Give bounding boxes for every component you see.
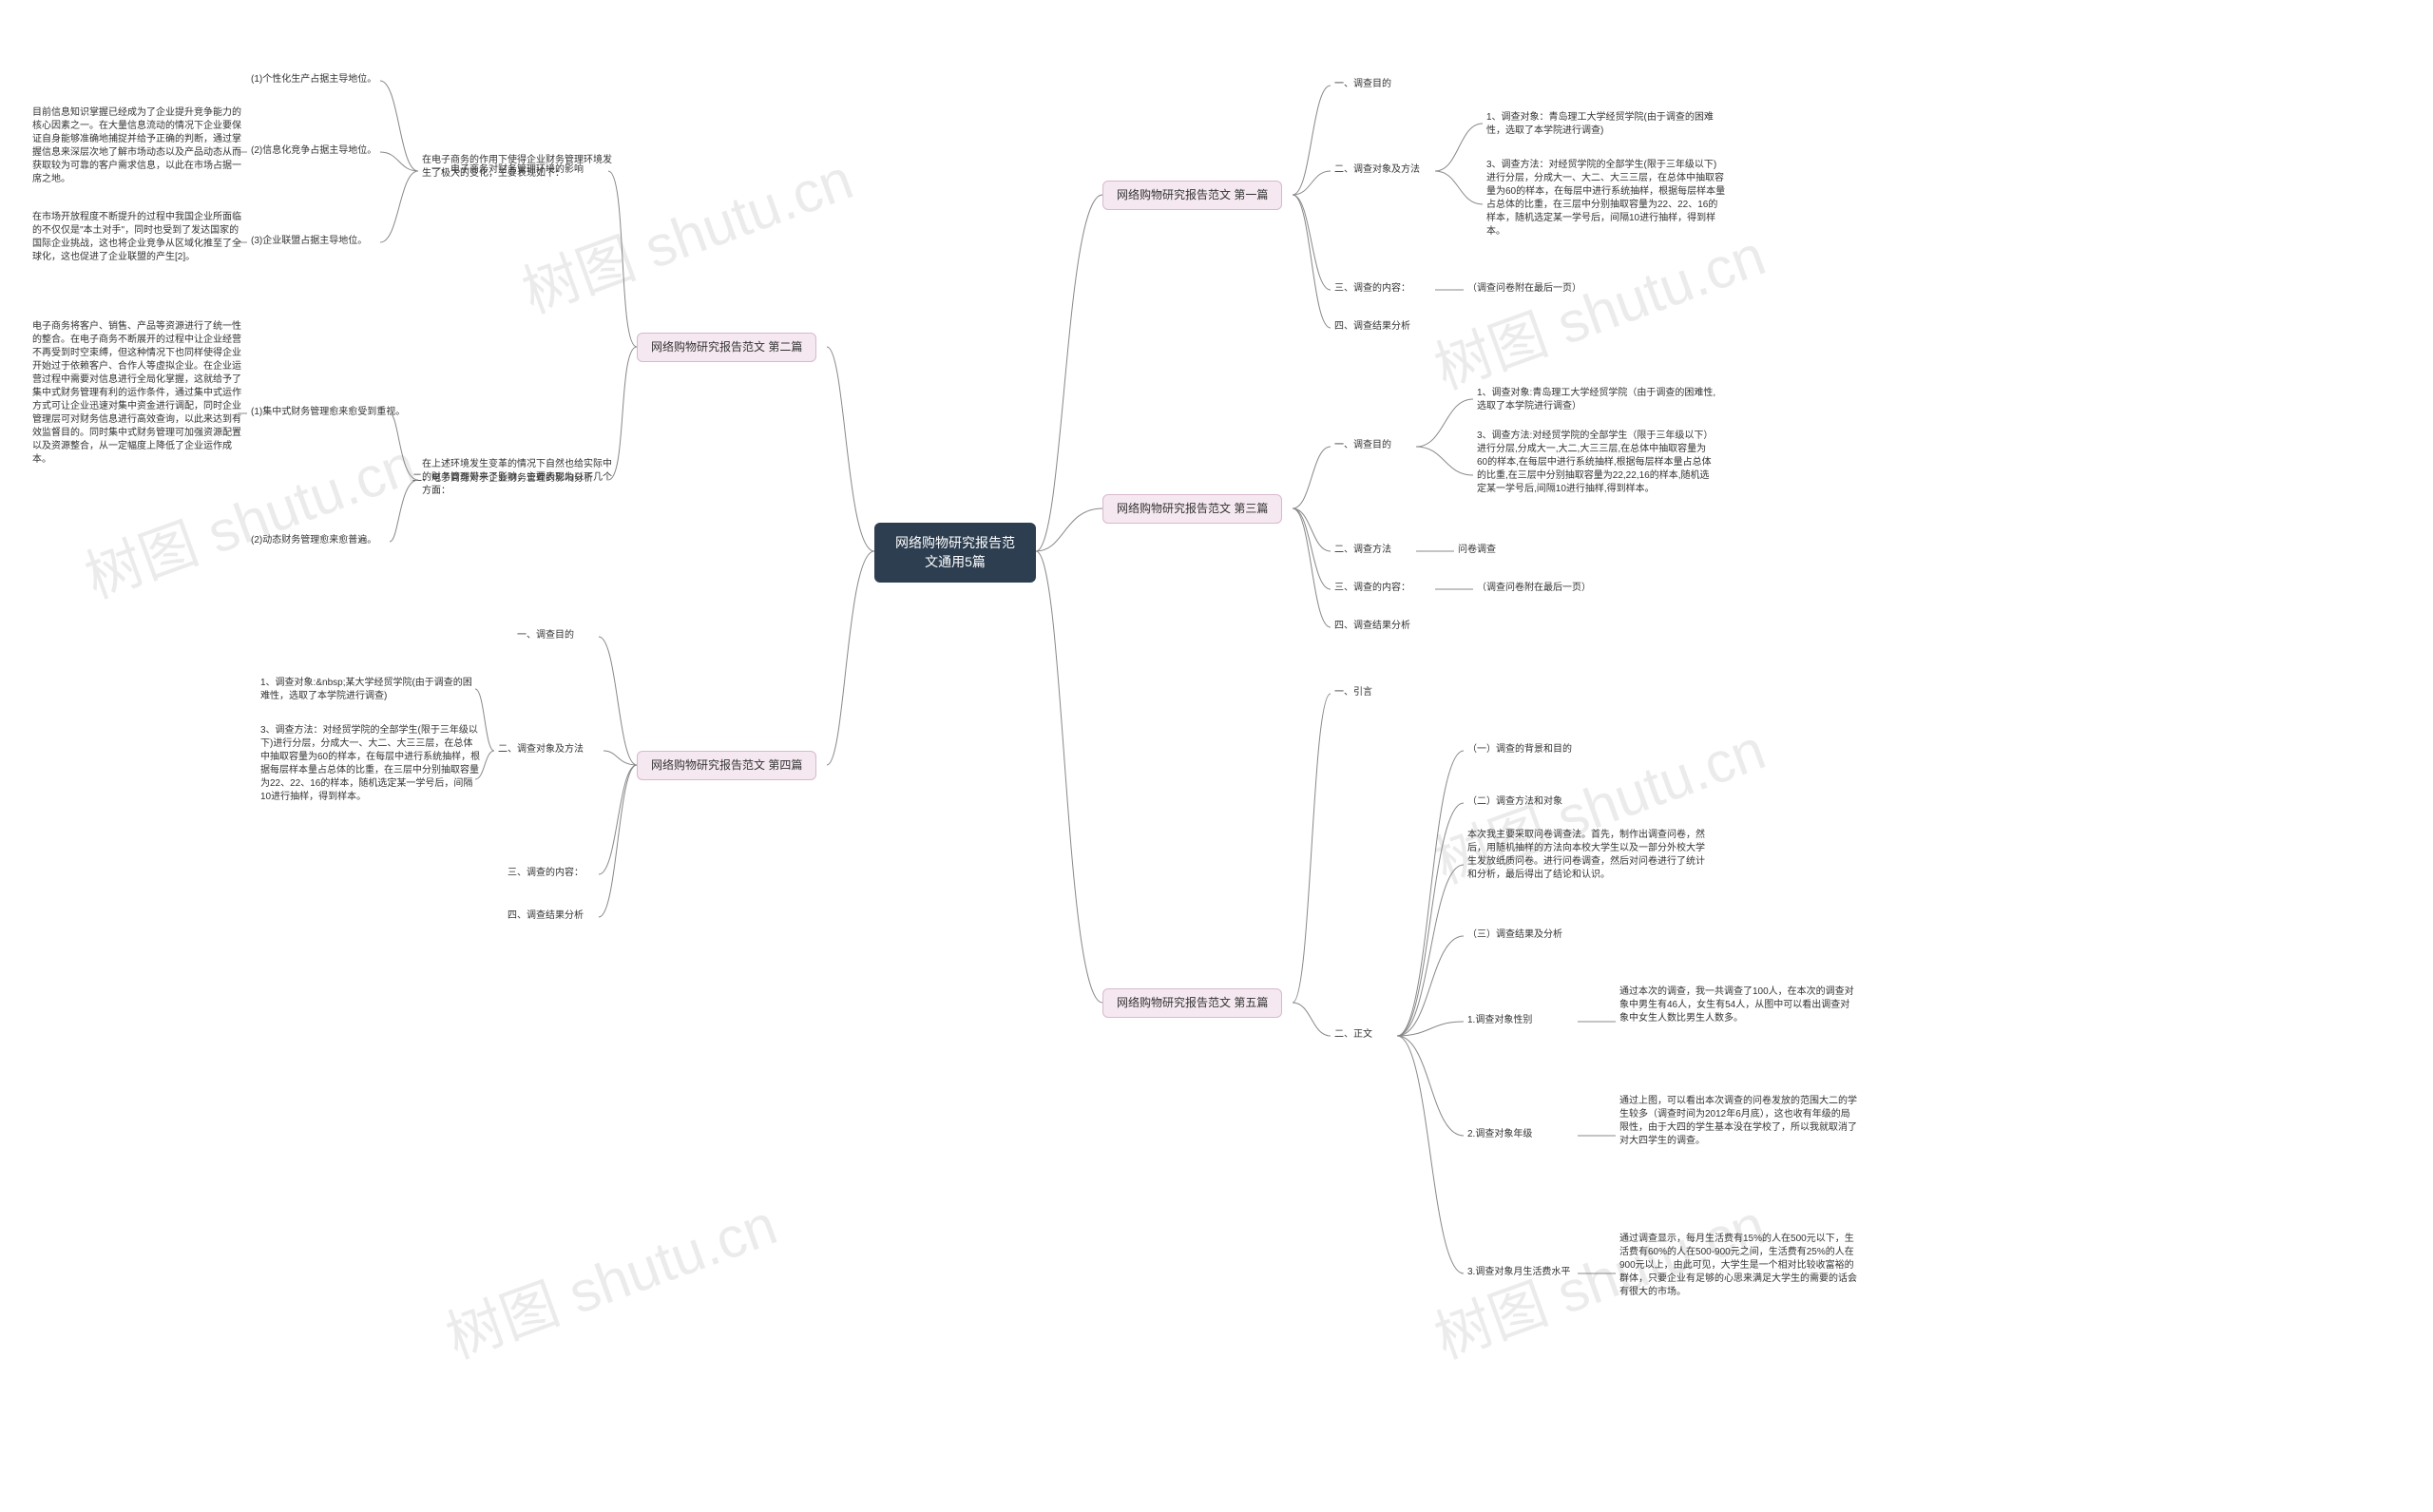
b4-item2-sub3: 3、调查方法：对经贸学院的全部学生(限于三年级以下)进行分层，分成大一、大二、大… [257, 722, 485, 806]
b3-item1: 一、调查目的 [1331, 437, 1395, 454]
b2-l1-text [409, 147, 416, 151]
b3-item3-note: （调查问卷附在最后一页） [1473, 580, 1595, 597]
branch-1[interactable]: 网络购物研究报告范文 第一篇 [1102, 181, 1282, 210]
b3-item1-sub3: 3、调查方法:对经贸学院的全部学生（限于三年级以下）进行分层,分成大一,大二,大… [1473, 428, 1720, 498]
b5-item2: 二、正文 [1331, 1026, 1376, 1043]
b4-item2: 二、调查对象及方法 [494, 741, 587, 758]
b5-sub-1: 1.调查对象性别 [1464, 1012, 1536, 1029]
b5-sub-3: 3.调查对象月生活费水平 [1464, 1264, 1574, 1281]
b5-sub-a: （一）调查的背景和目的 [1464, 741, 1576, 758]
b1-item3: 三、调查的内容： [1331, 280, 1414, 297]
b2-l1-sub3-text: 在市场开放程度不断提升的过程中我国企业所面临的不仅仅是"本土对手"，同时也受到了… [29, 209, 247, 266]
branch-3[interactable]: 网络购物研究报告范文 第三篇 [1102, 494, 1282, 524]
b5-sub-b: （二）调查方法和对象 [1464, 794, 1566, 811]
root-node[interactable]: 网络购物研究报告范文通用5篇 [874, 523, 1036, 583]
b4-item4: 四、调查结果分析 [504, 908, 587, 925]
b3-item1-sub1: 1、调查对象:青岛理工大学经贸学院（由于调查的困难性,选取了本学院进行调查） [1473, 385, 1720, 415]
b2-l2-sub1: (1)集中式财务管理愈来愈受到重视。 [247, 404, 409, 421]
b5-sub-2-text: 通过上图，可以看出本次调查的问卷发放的范围大二的学生较多（调查时间为2012年6… [1616, 1093, 1863, 1150]
b1-item4: 四、调查结果分析 [1331, 318, 1414, 335]
b3-item2-note: 问卷调查 [1454, 542, 1500, 559]
b2-l1-intermediate: 在电子商务的作用下使得企业财务管理环境发生了极大的变化，主要表现如下： [418, 152, 618, 182]
b1-item2: 二、调查对象及方法 [1331, 162, 1424, 179]
b3-item2: 二、调查方法 [1331, 542, 1395, 559]
mindmap-container: 树图 shutu.cn 树图 shutu.cn 树图 shutu.cn 树图 s… [19, 19, 2414, 1474]
b2-l1-sub2-text: 目前信息知识掌握已经成为了企业提升竞争能力的核心因素之一。在大量信息流动的情况下… [29, 105, 247, 188]
b2-l2-sub2: (2)动态财务管理愈来愈普遍。 [247, 532, 380, 549]
b2-l2-sub1-text: 电子商务将客户、销售、产品等资源进行了统一性的整合。在电子商务不断展开的过程中让… [29, 318, 247, 469]
b5-sub-2: 2.调查对象年级 [1464, 1126, 1536, 1143]
b3-item4: 四、调查结果分析 [1331, 618, 1414, 635]
b4-item3: 三、调查的内容： [504, 865, 587, 882]
b2-l2-intermediate: 在上述环境发生变革的情况下自然也给实际中的财务管理带来了影响，主要表现为以下几个… [418, 456, 618, 500]
b3-item3: 三、调查的内容： [1331, 580, 1414, 597]
b1-item1: 一、调查目的 [1331, 76, 1395, 93]
b1-item3-note: （调查问卷附在最后一页） [1464, 280, 1585, 297]
branch-4[interactable]: 网络购物研究报告范文 第四篇 [637, 751, 816, 780]
b2-l1-sub3: (3)企业联盟占据主导地位。 [247, 233, 371, 250]
branch-5[interactable]: 网络购物研究报告范文 第五篇 [1102, 988, 1282, 1018]
b4-item2-sub1: 1、调查对象:&nbsp;某大学经贸学院(由于调查的困难性，选取了本学院进行调查… [257, 675, 485, 705]
b1-item2-sub3: 3、调查方法：对经贸学院的全部学生(限于三年级以下)进行分层，分成大一、大二、大… [1483, 157, 1730, 240]
b5-sub-3-text: 通过调查显示，每月生活费有15%的人在500元以下，生活费有60%的人在500-… [1616, 1231, 1863, 1301]
b5-sub-1-text: 通过本次的调查，我一共调查了100人，在本次的调查对象中男生有46人，女生有54… [1616, 984, 1863, 1027]
branch-2[interactable]: 网络购物研究报告范文 第二篇 [637, 333, 816, 362]
b4-item1: 一、调查目的 [513, 627, 578, 644]
b5-item1: 一、引言 [1331, 684, 1376, 701]
b2-l1-sub1: (1)个性化生产占据主导地位。 [247, 71, 380, 88]
b2-l1-sub2: (2)信息化竞争占据主导地位。 [247, 143, 380, 160]
watermark: 树图 shutu.cn [433, 1178, 786, 1374]
b5-sub-c: （三）调查结果及分析 [1464, 927, 1566, 944]
b5-sub-b-text: 本次我主要采取问卷调查法。首先，制作出调查问卷，然后，用随机抽样的方法向本校大学… [1464, 827, 1711, 884]
b1-item2-sub1: 1、调查对象：青岛理工大学经贸学院(由于调查的困难性，选取了本学院进行调查) [1483, 109, 1730, 140]
